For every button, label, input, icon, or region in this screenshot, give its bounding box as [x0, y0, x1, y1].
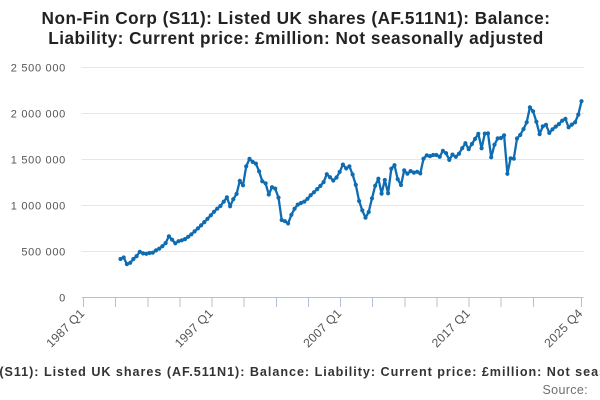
- svg-text:1 000 000: 1 000 000: [11, 201, 66, 213]
- svg-text:2007 Q1: 2007 Q1: [300, 306, 344, 350]
- svg-text:0: 0: [59, 293, 66, 305]
- svg-text:2025 Q4: 2025 Q4: [541, 306, 585, 350]
- svg-text:1 500 000: 1 500 000: [11, 154, 66, 166]
- svg-text:2 500 000: 2 500 000: [11, 62, 66, 74]
- svg-text:500 000: 500 000: [21, 247, 66, 259]
- svg-text:2 000 000: 2 000 000: [11, 108, 66, 120]
- svg-text:1987 Q1: 1987 Q1: [43, 306, 87, 350]
- svg-text:2017 Q1: 2017 Q1: [429, 306, 473, 350]
- svg-text:1997 Q1: 1997 Q1: [172, 306, 216, 350]
